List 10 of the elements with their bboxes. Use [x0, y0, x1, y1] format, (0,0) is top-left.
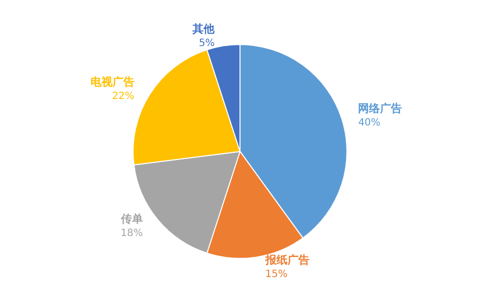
slice-label: 传单 — [120, 212, 143, 226]
data-label: 40% — [358, 117, 380, 128]
slice-label: 其他 — [192, 22, 216, 36]
slice-label: 电视广告 — [90, 75, 134, 88]
data-label: 22% — [112, 90, 134, 102]
slice-label: 网络广告 — [358, 102, 402, 115]
data-label: 15% — [265, 268, 288, 280]
data-label: 18% — [120, 228, 143, 239]
data-label: 5% — [198, 38, 215, 49]
slice-label: 报纸广告 — [264, 253, 310, 266]
